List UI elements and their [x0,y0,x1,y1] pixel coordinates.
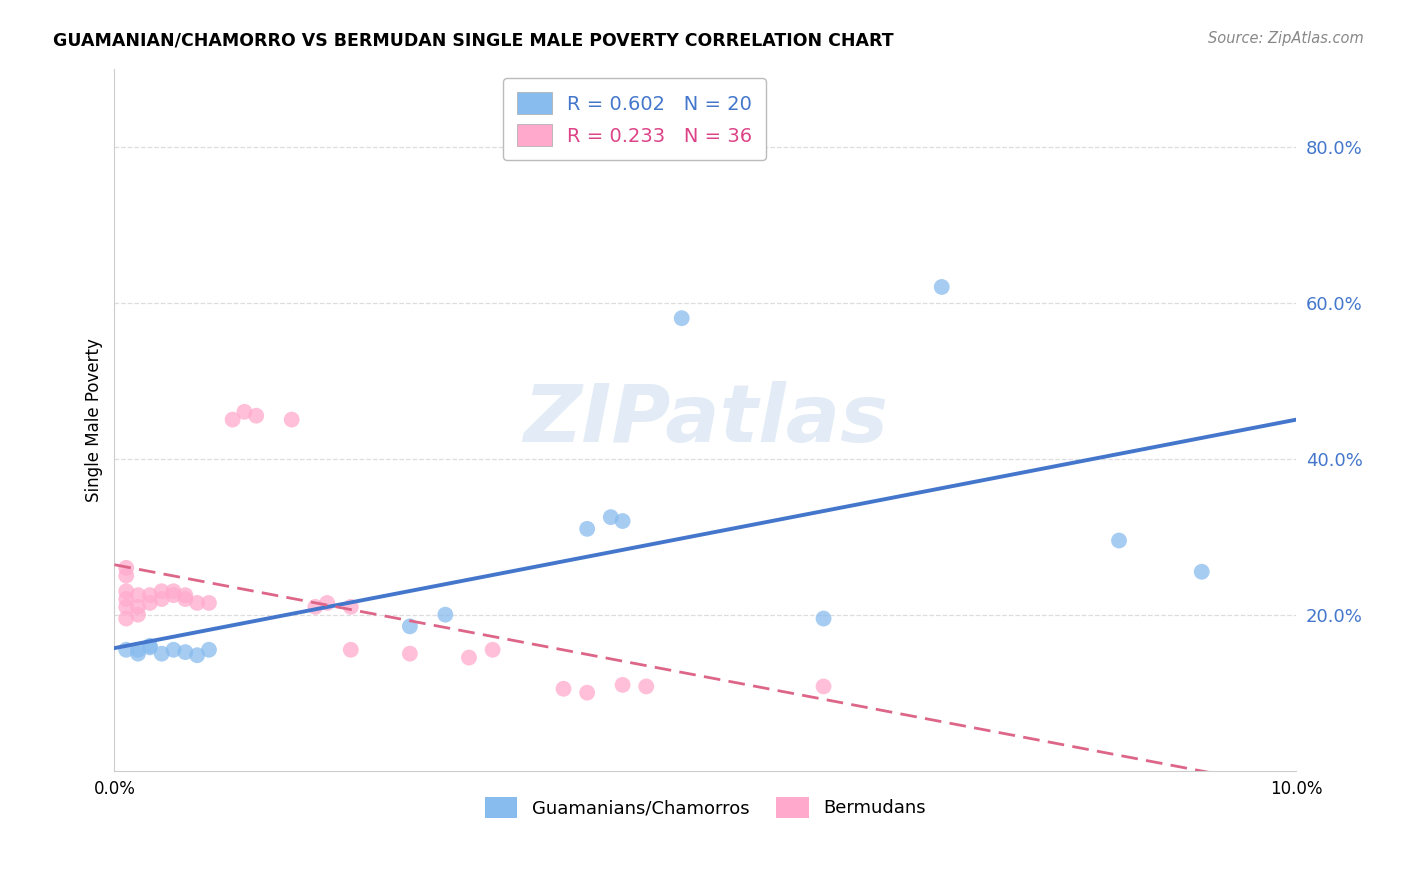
Point [221,412,243,426]
Point [931,280,953,294]
Legend: Guamanians/Chamorros, Bermudans: Guamanians/Chamorros, Bermudans [478,789,934,825]
Point [399,647,422,661]
Point [280,412,302,426]
Point [162,584,184,599]
Point [174,645,197,659]
Point [139,596,162,610]
Point [127,607,149,622]
Point [636,680,658,694]
Point [115,568,138,582]
Point [127,599,149,614]
Point [139,639,162,653]
Point [1191,565,1213,579]
Point [162,588,184,602]
Point [150,584,173,599]
Point [434,607,457,622]
Point [115,599,138,614]
Point [339,642,361,657]
Point [612,678,634,692]
Point [1108,533,1130,548]
Point [115,561,138,575]
Point [304,599,326,614]
Point [612,514,634,528]
Point [127,588,149,602]
Point [162,642,184,657]
Point [150,592,173,607]
Point [198,642,221,657]
Point [115,642,138,657]
Point [139,588,162,602]
Point [198,596,221,610]
Point [599,510,621,524]
Text: GUAMANIAN/CHAMORRO VS BERMUDAN SINGLE MALE POVERTY CORRELATION CHART: GUAMANIAN/CHAMORRO VS BERMUDAN SINGLE MA… [53,31,894,49]
Point [174,592,197,607]
Point [245,409,267,423]
Y-axis label: Single Male Poverty: Single Male Poverty [86,338,103,501]
Point [813,611,835,625]
Point [399,619,422,633]
Point [186,596,208,610]
Point [127,642,149,657]
Point [553,681,575,696]
Point [576,686,599,700]
Point [139,640,162,655]
Text: ZIPatlas: ZIPatlas [523,381,887,458]
Point [576,522,599,536]
Point [458,650,481,665]
Point [813,680,835,694]
Point [174,588,197,602]
Point [186,648,208,663]
Point [115,592,138,607]
Point [127,647,149,661]
Point [233,405,256,419]
Text: Source: ZipAtlas.com: Source: ZipAtlas.com [1208,31,1364,46]
Point [671,311,693,326]
Point [339,599,361,614]
Point [481,642,503,657]
Point [150,647,173,661]
Point [115,584,138,599]
Point [316,596,339,610]
Point [115,611,138,625]
